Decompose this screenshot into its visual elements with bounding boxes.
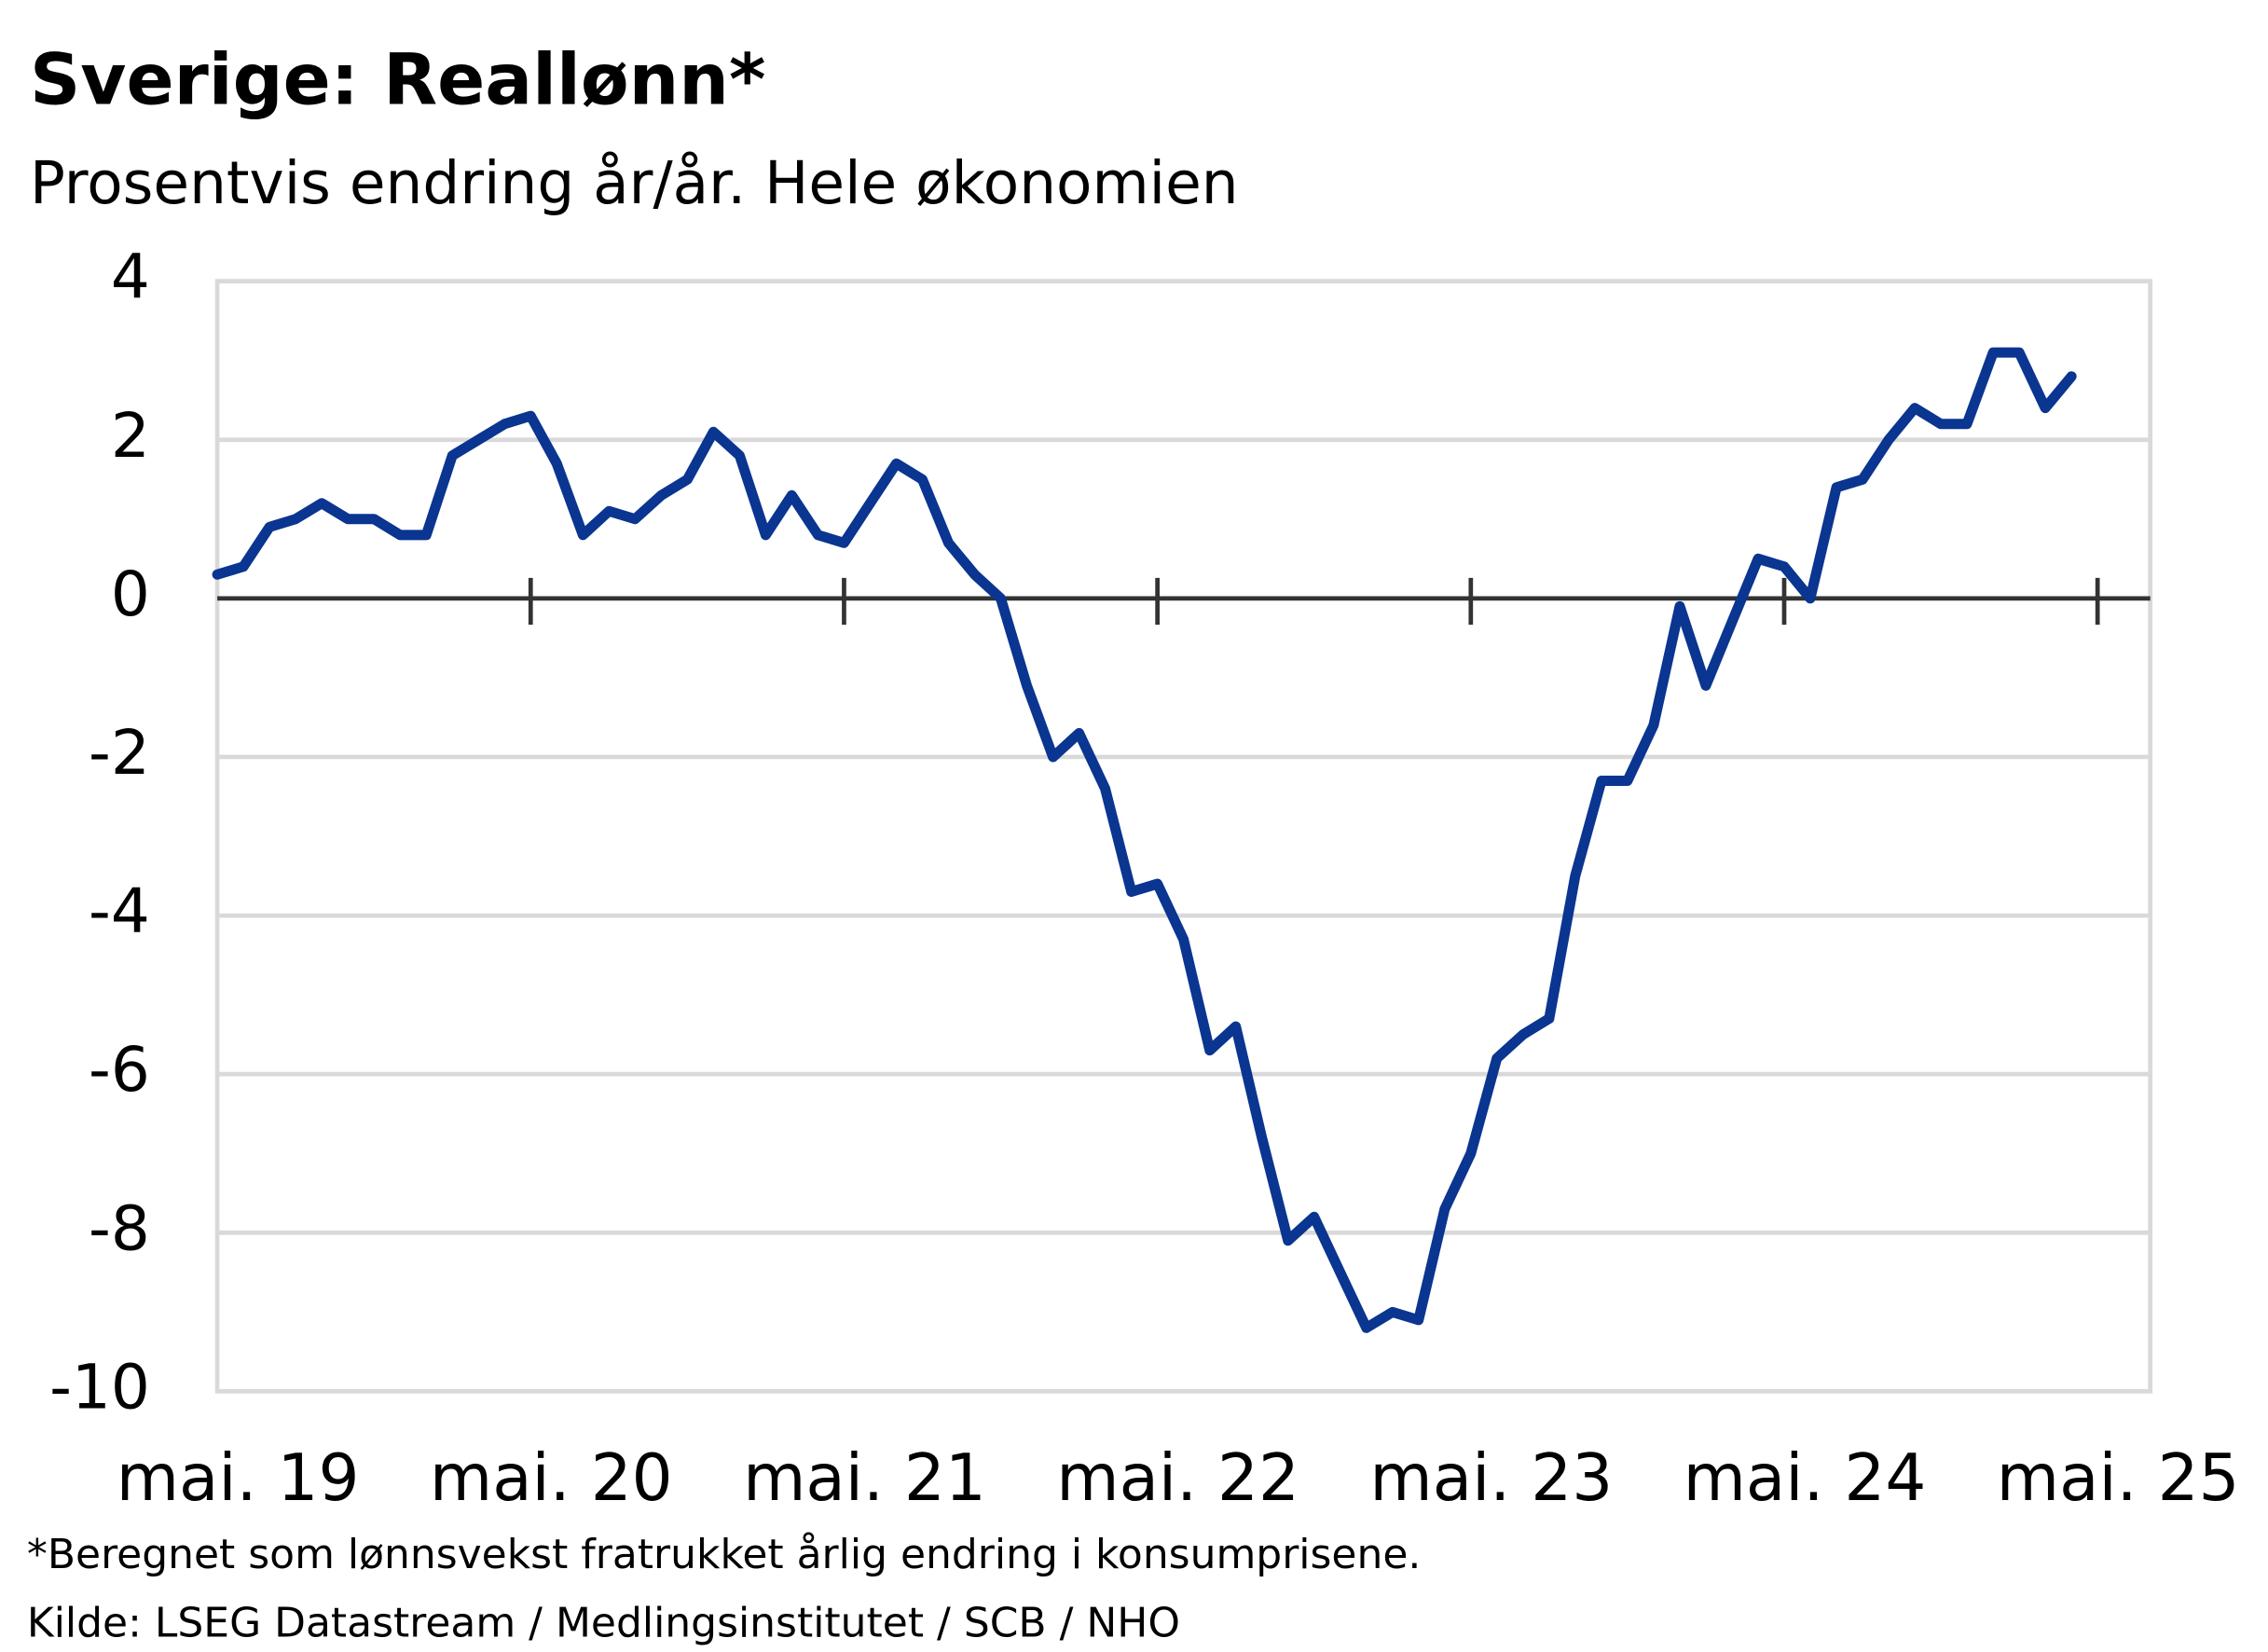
chart-subtitle: Prosentvis endring år/år. Hele økonomien (30, 149, 1239, 217)
x-tick-label: mai. 24 (1684, 1441, 1927, 1516)
y-tick-label: -8 (89, 1192, 150, 1264)
y-tick-label: 0 (111, 558, 150, 630)
x-tick-label: mai. 22 (1056, 1441, 1299, 1516)
x-tick-label: mai. 21 (743, 1441, 986, 1516)
x-tick-label: mai. 20 (430, 1441, 673, 1516)
y-tick-label: -2 (89, 717, 150, 789)
y-tick-label: -10 (49, 1351, 150, 1423)
y-tick-label: -6 (89, 1034, 150, 1106)
y-tick-label: 2 (111, 400, 150, 472)
footnote: *Beregnet som lønnsvekst fratrukket årli… (27, 1531, 1421, 1578)
x-tick-label: mai. 23 (1369, 1441, 1613, 1516)
data-line (212, 347, 2077, 1333)
source: Kilde: LSEG Datastream / Medlingsinstitu… (27, 1600, 1180, 1647)
chart-title: Sverige: Reallønn* (30, 39, 765, 121)
y-tick-label: -4 (89, 875, 150, 947)
x-tick-label: mai. 19 (117, 1441, 360, 1516)
x-tick-label: mai. 25 (1997, 1441, 2240, 1516)
y-tick-label: 4 (111, 241, 150, 313)
plot-border (214, 279, 2153, 1394)
